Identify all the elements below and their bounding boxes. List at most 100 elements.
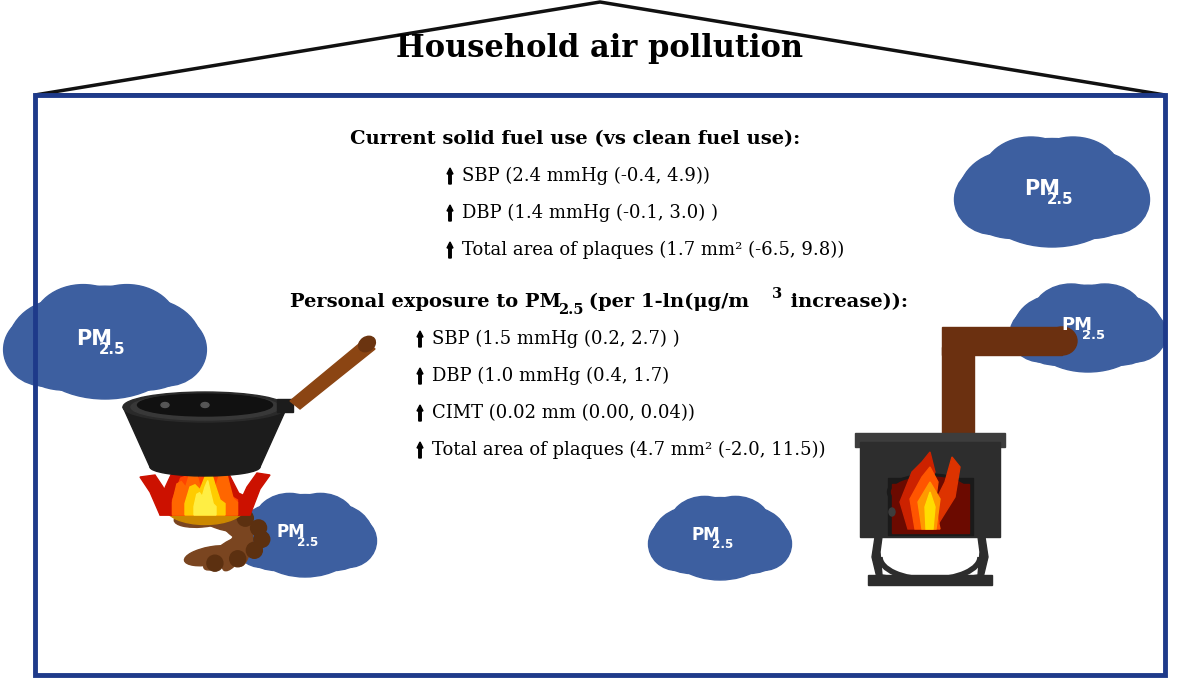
Bar — [35, 95, 1165, 675]
Polygon shape — [446, 242, 454, 258]
Ellipse shape — [36, 323, 174, 383]
Ellipse shape — [4, 313, 85, 386]
Polygon shape — [124, 407, 287, 467]
Ellipse shape — [229, 551, 246, 567]
Polygon shape — [446, 168, 454, 184]
Text: SBP (1.5 mmHg (0.2, 2.7) ): SBP (1.5 mmHg (0.2, 2.7) ) — [432, 330, 679, 348]
Text: Total area of plaques (1.7 mm² (-6.5, 9.8)): Total area of plaques (1.7 mm² (-6.5, 9.… — [462, 241, 845, 259]
Polygon shape — [446, 205, 454, 221]
Ellipse shape — [672, 524, 768, 569]
Ellipse shape — [1010, 306, 1073, 362]
Ellipse shape — [124, 392, 287, 422]
Ellipse shape — [700, 497, 772, 556]
Ellipse shape — [294, 504, 373, 570]
Ellipse shape — [28, 295, 184, 399]
Ellipse shape — [161, 403, 169, 407]
Bar — [854, 433, 1004, 447]
Text: 3: 3 — [772, 287, 782, 301]
Text: Personal exposure to PM: Personal exposure to PM — [290, 293, 562, 311]
Text: 2.5: 2.5 — [296, 535, 318, 548]
Ellipse shape — [131, 394, 280, 420]
Text: SBP (2.4 mmHg (-0.4, 4.9)): SBP (2.4 mmHg (-0.4, 4.9)) — [462, 167, 710, 185]
Polygon shape — [918, 482, 940, 529]
Ellipse shape — [359, 336, 376, 352]
Ellipse shape — [192, 502, 208, 519]
Polygon shape — [925, 457, 960, 529]
Ellipse shape — [150, 458, 260, 476]
Ellipse shape — [216, 504, 233, 520]
Ellipse shape — [8, 299, 121, 390]
Ellipse shape — [238, 510, 253, 526]
Polygon shape — [418, 405, 424, 421]
Ellipse shape — [234, 511, 252, 566]
Ellipse shape — [222, 522, 253, 571]
Text: 2.5: 2.5 — [100, 341, 126, 357]
Ellipse shape — [1046, 327, 1076, 355]
Text: 2.5: 2.5 — [1048, 192, 1074, 207]
Ellipse shape — [204, 535, 250, 570]
Text: PM: PM — [277, 523, 306, 541]
Text: 2.5: 2.5 — [558, 303, 583, 317]
Ellipse shape — [234, 515, 290, 567]
Ellipse shape — [43, 286, 168, 361]
Ellipse shape — [76, 284, 178, 365]
Bar — [868, 575, 992, 585]
Polygon shape — [233, 473, 270, 515]
Ellipse shape — [138, 394, 272, 416]
Polygon shape — [418, 331, 424, 347]
Text: PM: PM — [692, 526, 721, 544]
Text: PM: PM — [76, 329, 112, 349]
Text: PM: PM — [1061, 316, 1092, 334]
Polygon shape — [418, 368, 424, 384]
Ellipse shape — [892, 477, 968, 507]
Ellipse shape — [206, 555, 223, 571]
Ellipse shape — [888, 474, 972, 510]
Ellipse shape — [986, 174, 1118, 232]
Ellipse shape — [125, 313, 206, 386]
Bar — [892, 484, 968, 533]
Ellipse shape — [1076, 295, 1163, 365]
Ellipse shape — [236, 504, 316, 570]
Ellipse shape — [253, 531, 270, 548]
Ellipse shape — [1040, 285, 1136, 343]
Ellipse shape — [676, 497, 764, 552]
Ellipse shape — [889, 508, 895, 516]
Polygon shape — [185, 469, 226, 515]
Polygon shape — [160, 447, 250, 515]
Text: CIMT (0.02 mm (0.00, 0.04)): CIMT (0.02 mm (0.00, 0.04)) — [432, 404, 695, 422]
Bar — [942, 327, 1062, 355]
Ellipse shape — [228, 504, 253, 556]
Polygon shape — [277, 399, 293, 412]
Ellipse shape — [32, 284, 134, 365]
Ellipse shape — [983, 137, 1080, 215]
Bar — [860, 442, 1000, 537]
Ellipse shape — [174, 509, 229, 528]
Ellipse shape — [202, 403, 209, 407]
Ellipse shape — [166, 490, 245, 524]
Ellipse shape — [262, 495, 349, 550]
Polygon shape — [900, 452, 938, 529]
Ellipse shape — [1104, 306, 1166, 362]
Ellipse shape — [185, 545, 239, 566]
Polygon shape — [910, 467, 940, 529]
Text: DBP (1.4 mmHg (-0.1, 3.0) ): DBP (1.4 mmHg (-0.1, 3.0) ) — [462, 204, 718, 222]
Ellipse shape — [251, 520, 266, 536]
Polygon shape — [872, 537, 895, 585]
Ellipse shape — [992, 139, 1112, 210]
Ellipse shape — [709, 506, 788, 574]
Ellipse shape — [1032, 284, 1110, 346]
Polygon shape — [173, 463, 208, 515]
Text: DBP (1.0 mmHg (0.4, 1.7): DBP (1.0 mmHg (0.4, 1.7) — [432, 367, 670, 385]
Ellipse shape — [284, 493, 356, 552]
Ellipse shape — [665, 504, 775, 580]
Ellipse shape — [1028, 292, 1148, 372]
Ellipse shape — [192, 506, 244, 532]
Polygon shape — [290, 339, 374, 409]
Text: increase)):: increase)): — [784, 293, 908, 311]
Ellipse shape — [257, 521, 354, 565]
Ellipse shape — [652, 506, 731, 574]
Ellipse shape — [959, 150, 1067, 238]
Ellipse shape — [1014, 295, 1100, 365]
Polygon shape — [925, 492, 935, 529]
Ellipse shape — [734, 517, 792, 570]
